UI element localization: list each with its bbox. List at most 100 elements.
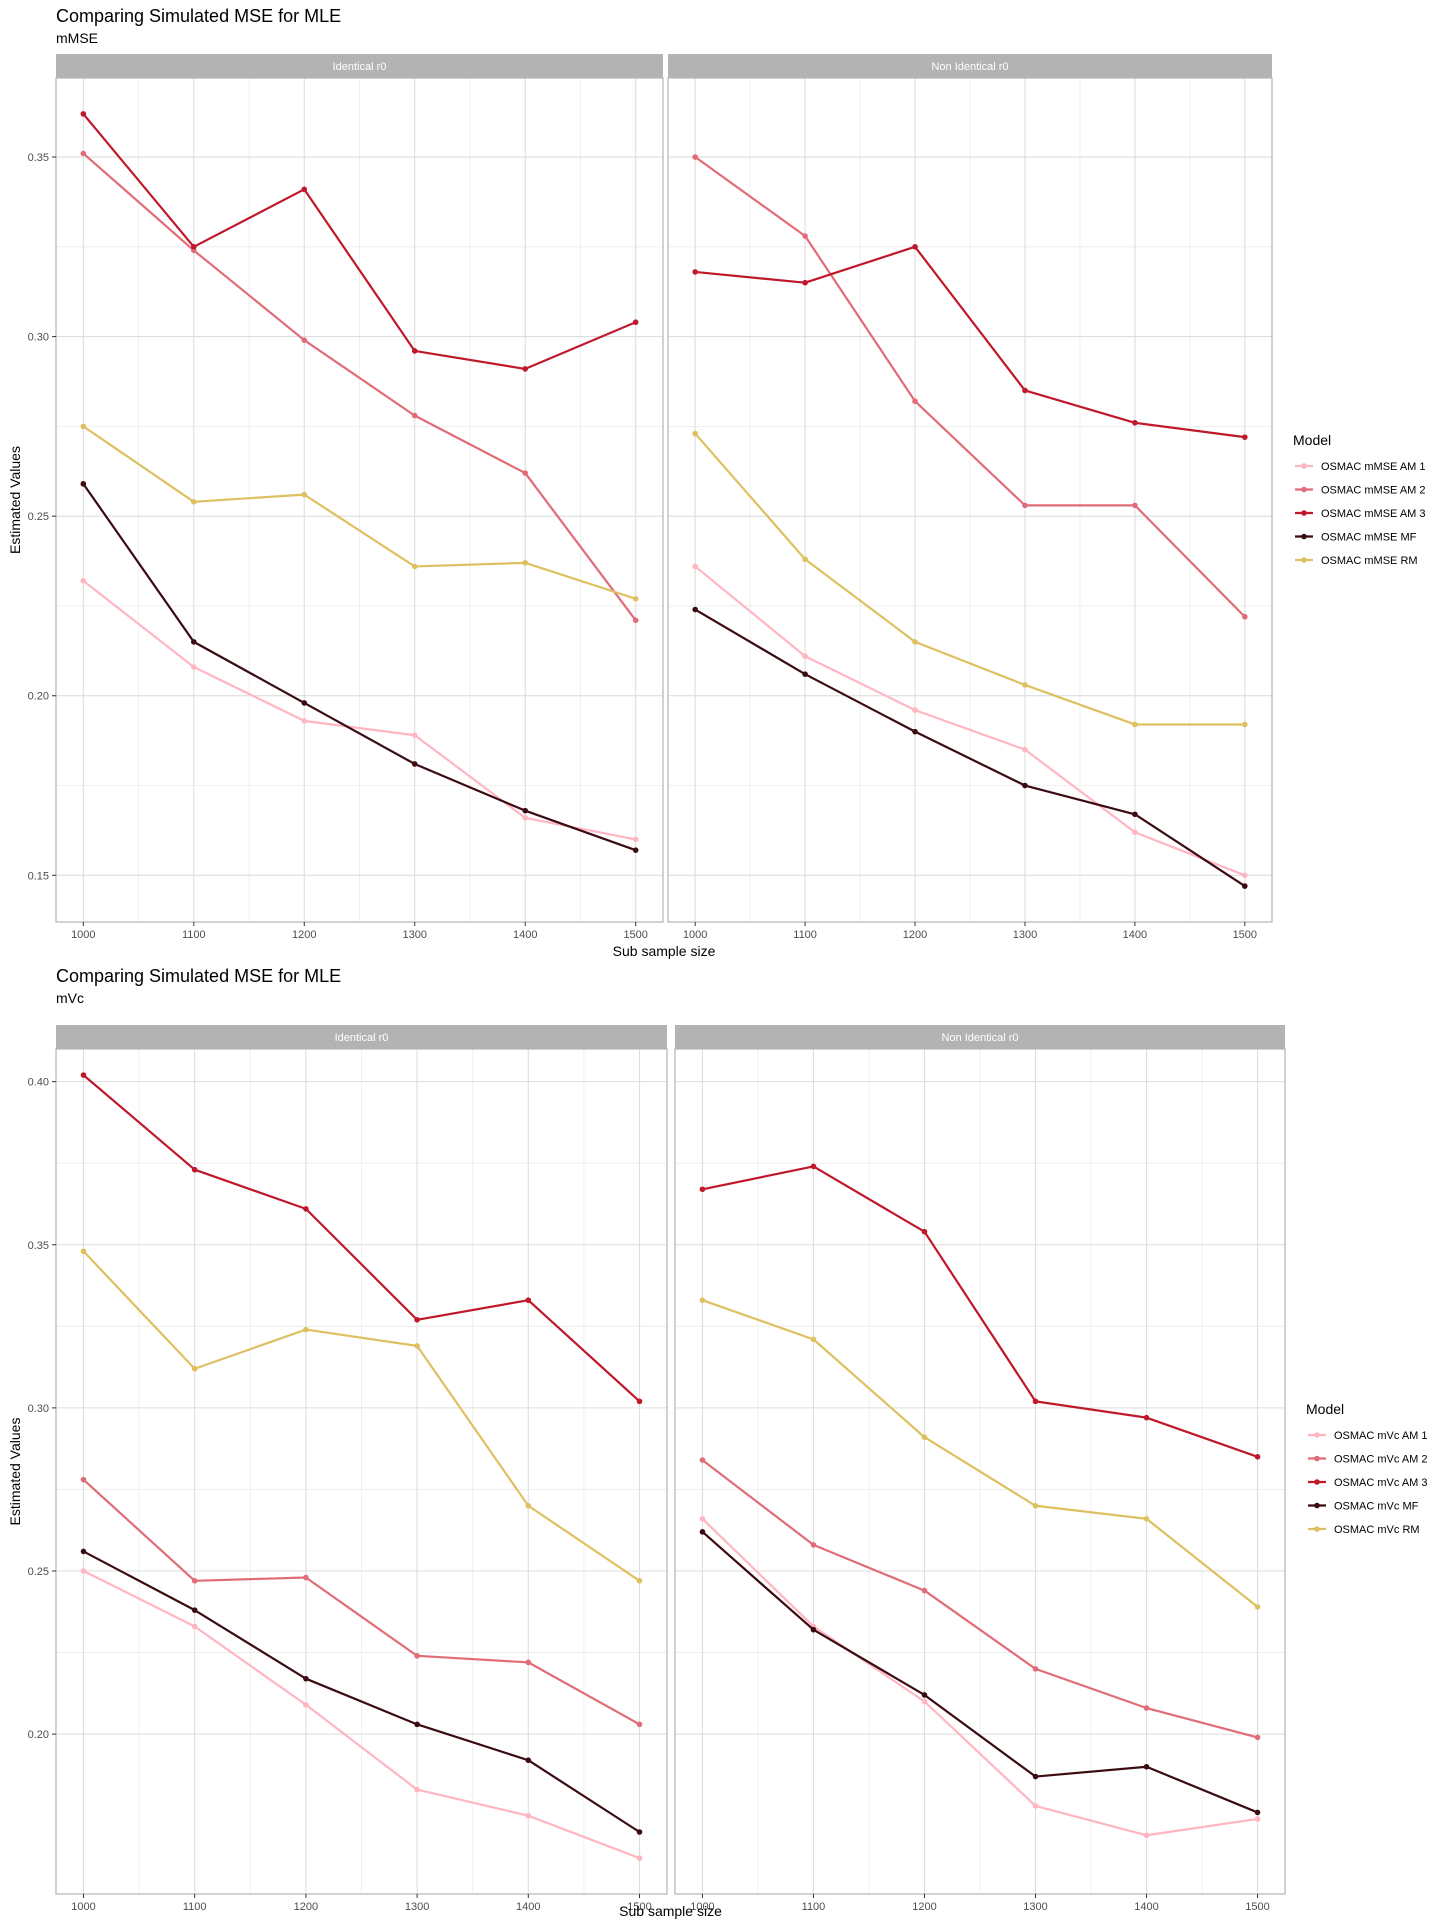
series-line [83,1570,640,1860]
chart-subtitle: mVc [56,990,84,1006]
y-axis-title: Estimated Values [7,1418,23,1526]
data-point [636,1829,643,1835]
data-point [303,1701,309,1708]
data-point [1032,1666,1039,1672]
data-point [921,1228,928,1235]
data-point [692,430,698,437]
data-point [190,639,197,645]
legend-label: OSMAC mVc MF [1334,1501,1419,1513]
series-line [694,156,1246,618]
data-point [1032,1398,1039,1405]
facet-panel: Non Identical r0 1000 1100 1200 1300 1400 1500 [667,54,1273,941]
facet-strip [56,1025,667,1049]
data-point [1132,829,1138,836]
data-point [301,186,308,193]
legend-key-point [1314,1526,1320,1532]
x-tick-label: 1300 [405,1901,429,1913]
y-tick-label: 0.40 [28,1077,49,1089]
series-line [82,483,637,852]
data-point [810,1336,817,1343]
data-point [411,761,418,767]
data-point [1143,1705,1150,1711]
facet-label: Non Identical r0 [931,61,1008,73]
legend-key-point [1301,557,1307,563]
data-point [80,150,87,157]
legend-label: OSMAC mMSE MF [1321,532,1417,544]
data-point [303,1206,309,1212]
data-point [191,1365,198,1372]
data-point [191,1166,198,1173]
series-line [82,579,636,841]
x-tick-label: 1100 [802,1901,826,1913]
data-point [699,1516,706,1522]
chart-subtitle: mMSE [56,30,98,46]
x-tick-label: 1500 [627,1901,651,1913]
data-point [190,498,197,505]
x-tick-label: 1300 [1013,929,1037,941]
data-point [921,1587,928,1594]
series-line [82,113,637,371]
legend-item: OSMAC mVc AM 1 [1308,1430,1428,1442]
data-point [522,807,529,814]
data-point [1143,1414,1150,1421]
series-line [695,245,1245,439]
facet-panel: Identical r0 1000 1100 1200 1300 1400 1500 0.20… [28,1025,668,1913]
data-point [921,1434,928,1441]
x-tick-label: 1100 [793,929,817,941]
data-point [525,1812,532,1819]
series-line [694,565,1246,877]
data-point [632,847,639,853]
data-point [912,728,918,735]
data-point [301,700,308,706]
legend-item: OSMAC mVc AM 3 [1308,1477,1428,1489]
data-point [301,718,308,724]
data-point [699,1529,706,1535]
legend-item: OSMAC mVc RM [1308,1524,1420,1536]
data-point [1254,1604,1261,1610]
legend-label: OSMAC mVc RM [1334,1524,1420,1536]
data-point [80,578,87,584]
data-point [912,244,918,250]
panel-border [667,77,1273,923]
series-line [701,1531,1258,1814]
data-point [632,595,639,602]
data-point [191,1623,198,1630]
data-point [411,412,418,419]
series-line [82,425,637,600]
data-point [1022,782,1028,789]
data-point [414,1343,420,1349]
legend-label: OSMAC mVc AM 2 [1334,1454,1428,1466]
y-tick-label: 0.25 [28,1566,49,1578]
y-tick-label: 0.30 [28,1403,49,1415]
data-point [636,1577,643,1584]
data-point [1254,1809,1261,1816]
data-point [80,1476,87,1483]
data-point [80,1548,87,1555]
legend-key-point [1301,486,1307,493]
data-point [699,1457,706,1463]
legend-key-point [1314,1432,1320,1438]
legend-label: OSMAC mMSE AM 1 [1321,461,1426,473]
facet-panel: Identical r0 1000 1100 1200 1300 1400 1500 0.15… [28,54,664,941]
data-point [1254,1454,1261,1460]
y-axis-title: Estimated Values [7,446,23,554]
series-line [82,1550,641,1833]
legend-key-point [1301,463,1307,469]
data-point [414,1786,420,1793]
chart-svg: Identical r0 1000 1100 1200 1300 1400 1500 0.15… [7,54,1426,959]
y-tick-label: 0.35 [28,1240,49,1252]
data-point [1022,746,1028,753]
panel-border [55,1048,668,1895]
data-point [414,1316,420,1323]
data-point [1143,1516,1150,1522]
x-tick-label: 1300 [402,929,426,941]
data-point [411,732,418,739]
x-tick-label: 1500 [623,929,647,941]
data-point [301,491,308,498]
x-tick-label: 1400 [1134,1901,1158,1913]
data-point [912,707,918,713]
data-point [190,244,197,250]
data-point [190,664,197,670]
legend-item: OSMAC mMSE AM 1 [1295,461,1426,473]
data-point [921,1698,928,1705]
